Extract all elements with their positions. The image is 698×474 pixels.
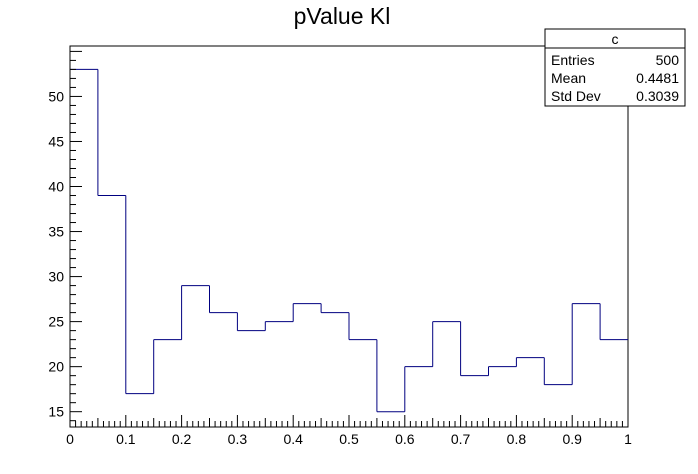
x-tick-label: 0.3 [228, 431, 248, 447]
x-tick-label: 0.6 [395, 431, 415, 447]
y-tick-label: 50 [48, 88, 64, 104]
x-tick-label: 0.5 [339, 431, 359, 447]
y-tick-label: 15 [48, 404, 64, 420]
histogram-bars [70, 68, 628, 413]
x-axis: 0 0.1 0.2 0.3 0.4 0.5 0.6 0.7 0.8 0.9 1 [66, 415, 632, 447]
stats-row-value: 0.4481 [636, 70, 679, 86]
stats-row-value: 0.3039 [636, 88, 679, 104]
y-tick-label: 20 [48, 359, 64, 375]
y-tick-label: 45 [48, 133, 64, 149]
x-tick-label: 0.4 [283, 431, 303, 447]
chart-title: pValue Kl [294, 3, 391, 29]
stats-box: c Entries 500 Mean 0.4481 Std Dev 0.3039 [544, 28, 686, 107]
stats-box-name: c [612, 31, 619, 47]
stats-box-frame [544, 28, 686, 107]
stats-row-label: Entries [551, 52, 595, 68]
x-tick-label: 1 [624, 431, 632, 447]
y-tick-label: 35 [48, 224, 64, 240]
stats-row-value: 500 [656, 52, 680, 68]
stats-row-label: Std Dev [551, 88, 601, 104]
y-tick-label: 40 [48, 179, 64, 195]
x-tick-label: 0.9 [562, 431, 582, 447]
x-tick-label: 0.8 [507, 431, 527, 447]
x-tick-label: 0.7 [451, 431, 471, 447]
y-tick-label: 30 [48, 269, 64, 285]
x-tick-label: 0.1 [116, 431, 136, 447]
y-tick-label: 25 [48, 314, 64, 330]
y-axis: 15 20 25 30 35 40 45 50 [48, 50, 82, 422]
x-tick-label: 0 [66, 431, 74, 447]
x-tick-label: 0.2 [172, 431, 192, 447]
stats-row-label: Mean [551, 70, 586, 86]
